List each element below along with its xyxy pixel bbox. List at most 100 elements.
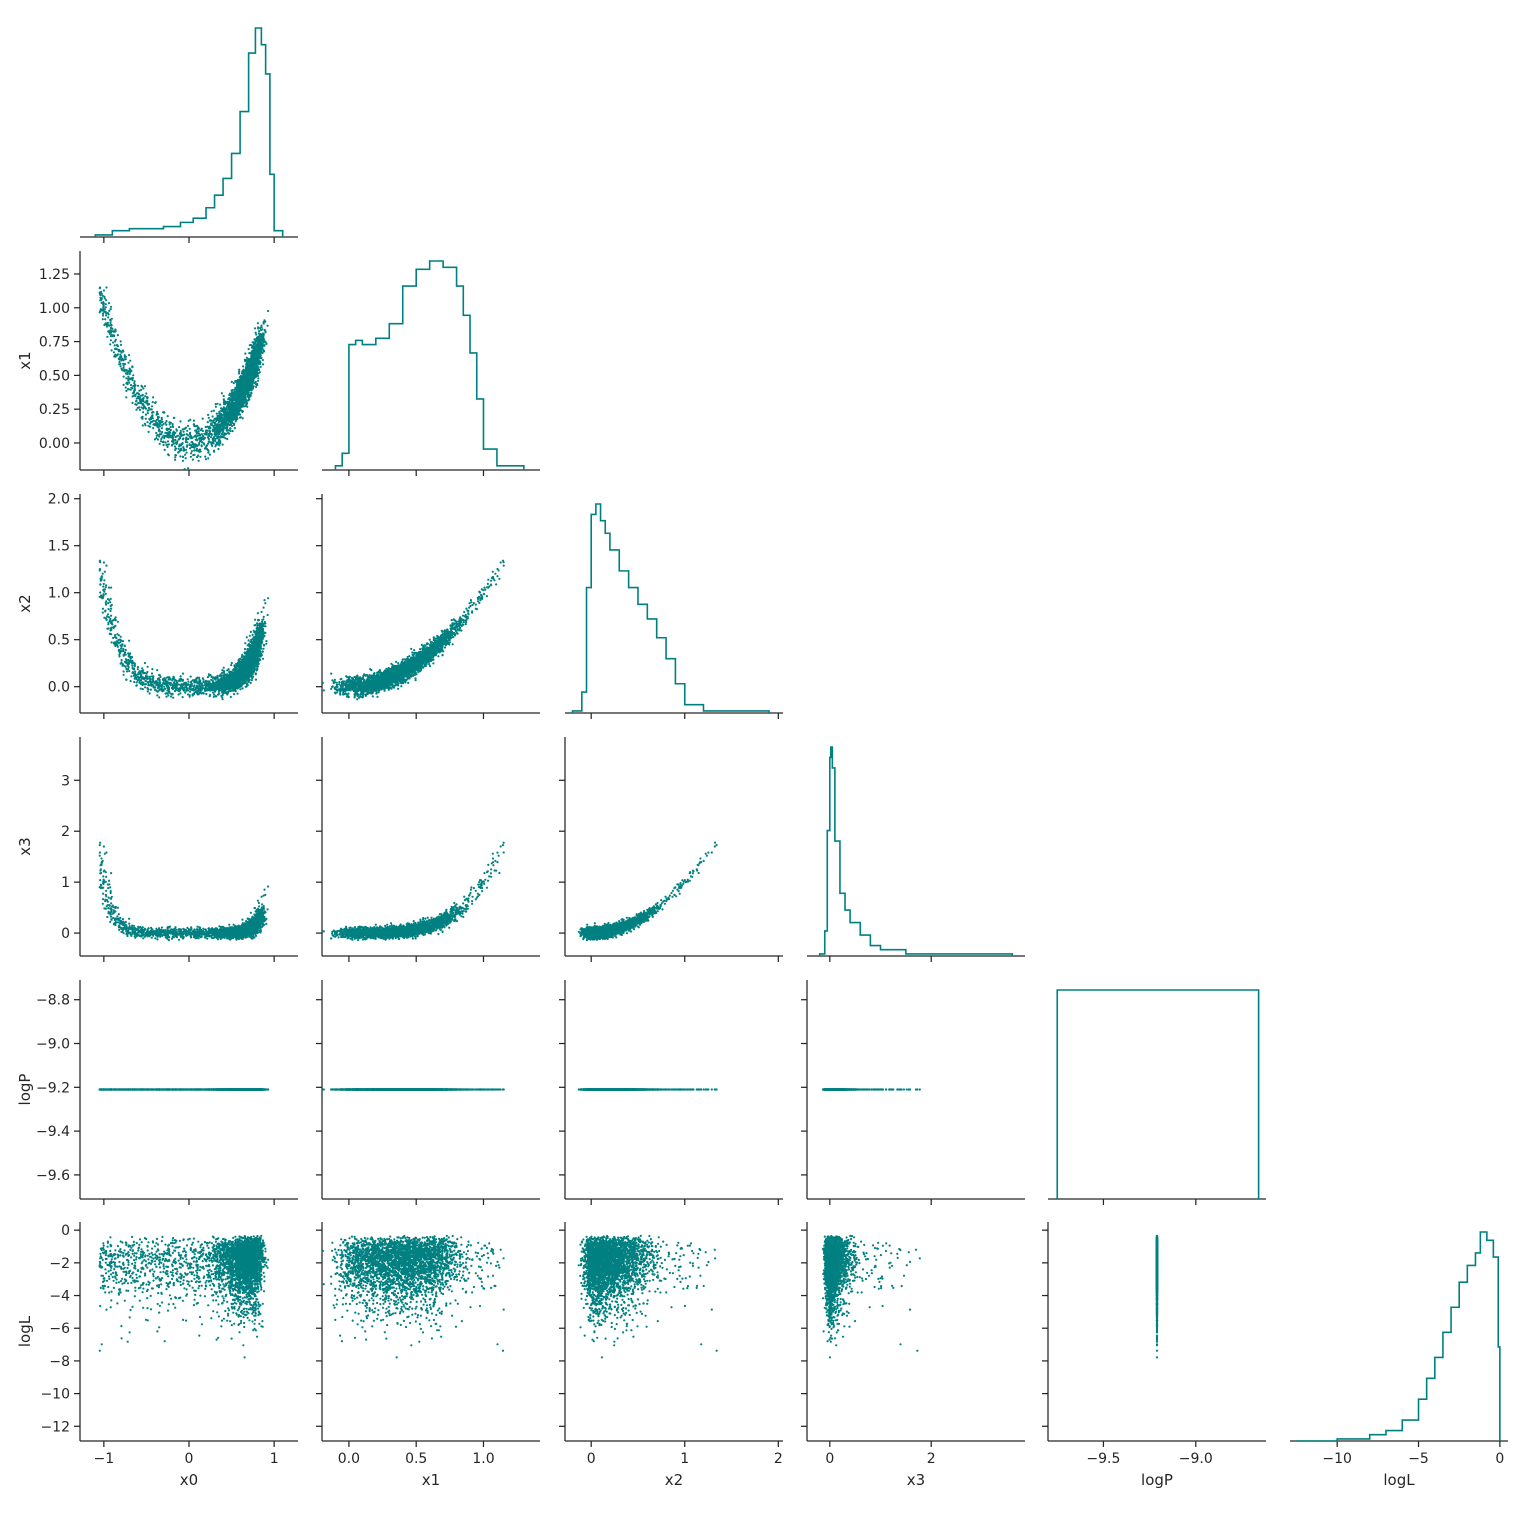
scatter-point [102, 314, 104, 316]
scatter-point [158, 420, 160, 422]
scatter-point [263, 345, 265, 347]
scatter-point [172, 440, 174, 442]
scatter-point [103, 324, 105, 326]
scatter-point [246, 406, 248, 408]
scatter-point [207, 414, 209, 416]
y-tick-label: 2.0 [48, 492, 70, 508]
scatter-point [144, 385, 146, 387]
scatter-point [207, 421, 209, 423]
scatter-point [233, 423, 235, 425]
scatter-point [138, 390, 140, 392]
scatter-point [189, 419, 191, 421]
scatter-point [131, 377, 133, 379]
scatter-point [213, 451, 215, 453]
scatter-point [241, 656, 243, 658]
scatter-point [101, 298, 103, 300]
scatter-point [152, 401, 154, 403]
scatter-point [187, 467, 189, 469]
scatter-point [111, 349, 113, 351]
scatter-point [192, 454, 194, 456]
scatter-point [182, 434, 184, 436]
scatter-point [219, 429, 221, 431]
scatter-point [223, 395, 225, 397]
scatter-point [161, 417, 163, 419]
scatter-point [108, 302, 110, 304]
scatter-point [129, 360, 131, 362]
scatter-point [222, 429, 224, 431]
scatter-point [151, 672, 153, 674]
scatter-point [233, 382, 235, 384]
scatter-point [231, 418, 233, 420]
scatter-point [184, 468, 186, 470]
scatter-point [263, 616, 265, 618]
scatter-point [116, 644, 118, 646]
scatter-point [263, 644, 265, 646]
scatter-point [111, 627, 113, 629]
scatter-point [124, 356, 126, 358]
scatter-point [140, 401, 142, 403]
scatter-point [238, 369, 240, 371]
scatter-point [119, 649, 121, 651]
scatter-point [267, 310, 269, 312]
scatter-point [125, 386, 127, 388]
scatter-point [165, 441, 167, 443]
scatter-point [267, 325, 269, 327]
scatter-point [223, 434, 225, 436]
scatter-point [255, 381, 257, 383]
scatter-point [128, 382, 130, 384]
scatter-point [164, 422, 166, 424]
scatter-point [220, 420, 222, 422]
scatter-point [190, 436, 192, 438]
scatter-point [249, 635, 251, 637]
scatter-point [114, 348, 116, 350]
scatter-point [189, 447, 191, 449]
scatter-point [248, 361, 250, 363]
scatter-point [257, 377, 259, 379]
scatter-point [235, 396, 237, 398]
scatter-point [157, 438, 159, 440]
scatter-point [140, 688, 142, 690]
scatter-point [247, 386, 249, 388]
scatter-point [209, 454, 211, 456]
scatter-point [118, 358, 120, 360]
scatter-point [244, 384, 246, 386]
scatter-point [228, 419, 230, 421]
scatter-point [197, 427, 199, 429]
scatter-point [246, 371, 248, 373]
scatter-point [240, 403, 242, 405]
scatter-point [102, 596, 104, 598]
scatter-point [174, 432, 176, 434]
scatter-point [243, 397, 245, 399]
scatter-point [182, 438, 184, 440]
scatter-point [145, 414, 147, 416]
scatter-point [221, 392, 223, 394]
scatter-point [125, 390, 127, 392]
scatter-point [226, 415, 228, 417]
scatter-point [232, 405, 234, 407]
scatter-point [240, 396, 242, 398]
y-tick-label: 0.5 [48, 633, 70, 649]
scatter-point [235, 419, 237, 421]
scatter-point [256, 384, 258, 386]
scatter-point [226, 428, 228, 430]
scatter-point [108, 325, 110, 327]
scatter-point [250, 344, 252, 346]
scatter-point [123, 670, 125, 672]
scatter-point [125, 666, 127, 668]
scatter-point [230, 413, 232, 415]
scatter-point [172, 676, 174, 678]
scatter-point [123, 367, 125, 369]
scatter-point [143, 397, 145, 399]
scatter-point [204, 433, 206, 435]
scatter-point [257, 326, 259, 328]
scatter-point [215, 427, 217, 429]
scatter-point [152, 396, 154, 398]
scatter-point [214, 418, 216, 420]
scatter-point [190, 676, 192, 678]
scatter-point [103, 289, 105, 291]
scatter-point [257, 358, 259, 360]
scatter-point [204, 447, 206, 449]
scatter-point [179, 444, 181, 446]
scatter-point [144, 686, 146, 688]
scatter-point [183, 449, 185, 451]
